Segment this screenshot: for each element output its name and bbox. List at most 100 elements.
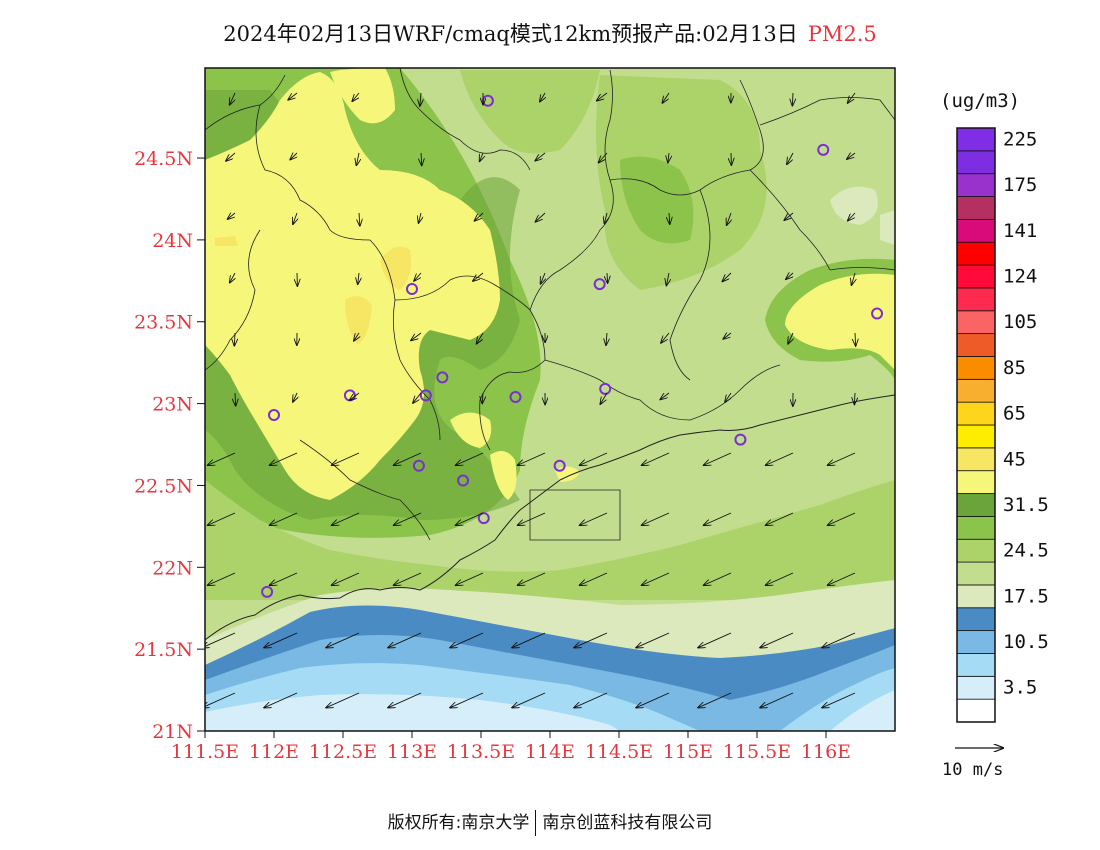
lon-tick-label: 113.5E — [447, 741, 515, 763]
wind-arrow — [411, 332, 422, 341]
wind-arrow — [636, 692, 670, 708]
wind-arrow — [359, 212, 360, 226]
lat-tick-label: 21.5N — [134, 639, 193, 661]
wind-arrow — [600, 392, 608, 404]
wind-arrow — [766, 572, 794, 585]
wind-arrow — [235, 392, 236, 406]
wind-arrow — [358, 272, 359, 284]
station-marker — [871, 307, 884, 320]
wind-arrow — [473, 272, 484, 281]
wind-arrow — [480, 152, 483, 161]
wind-arrow — [854, 392, 855, 404]
wind-arrow — [661, 332, 670, 343]
legend-swatch — [956, 333, 996, 357]
wind-arrow — [723, 333, 732, 339]
station-marker — [261, 585, 274, 598]
legend-label: 3.5 — [1003, 677, 1037, 699]
legend-swatch — [956, 218, 996, 243]
legend-swatch — [956, 653, 996, 677]
wind-arrow — [205, 692, 236, 708]
wind-arrow — [475, 212, 484, 221]
wind-arrow — [482, 392, 483, 403]
lat-tick-label: 21N — [152, 721, 193, 743]
station-marker — [477, 512, 490, 525]
wind-arrow — [792, 92, 793, 106]
station-marker — [457, 474, 470, 487]
legend-swatch — [956, 241, 996, 266]
wind-arrow — [290, 153, 297, 160]
legend-label: 175 — [1003, 174, 1037, 196]
wind-arrow — [822, 692, 856, 708]
lon-tick-label: 114.5E — [585, 741, 653, 763]
pollutant-label: PM2.5 — [807, 22, 877, 46]
concentration-field — [205, 68, 895, 731]
wind-arrow — [642, 572, 670, 585]
copyright-left: 版权所有:南京大学 — [387, 813, 530, 833]
wind-arrow — [535, 152, 546, 161]
wind-arrow — [766, 452, 794, 465]
station-marker — [509, 391, 522, 404]
wind-arrow — [727, 212, 731, 225]
legend-swatch — [956, 515, 996, 540]
lon-tick-label: 112.5E — [309, 741, 377, 763]
legend-swatch — [956, 378, 996, 403]
wind-arrow — [822, 632, 856, 648]
wind-arrow — [704, 572, 732, 585]
wind-arrow — [535, 212, 546, 222]
wind-arrow — [388, 692, 422, 708]
map-title: 2024年02月13日WRF/cmaq模式12km预报产品:02月13日 PM2.… — [0, 18, 1100, 48]
legend-label: 65 — [1003, 403, 1026, 425]
lon-tick-label: 115E — [663, 741, 713, 763]
lat-tick-label: 24.5N — [134, 148, 193, 170]
station-marker — [734, 433, 747, 446]
lon-tick-label: 116E — [801, 741, 851, 763]
wind-arrow — [288, 92, 298, 100]
wind-arrow — [456, 452, 484, 465]
legend-swatch — [956, 630, 996, 654]
latitude-axis: 24.5N 24N 23.5N 23N 22.5N 22N 21.5N 21N — [134, 148, 205, 743]
lon-tick-label: 115.5E — [723, 741, 791, 763]
wind-arrow — [580, 512, 608, 525]
legend-swatch — [956, 470, 996, 494]
legend-label: 31.5 — [1003, 494, 1049, 516]
wind-arrow — [851, 272, 855, 285]
wind-arrow — [388, 632, 422, 648]
wind-arrow — [270, 512, 298, 525]
wind-arrow — [354, 332, 359, 341]
wind-arrow — [698, 632, 732, 648]
lat-tick-label: 22.5N — [134, 475, 193, 497]
wind-arrow — [518, 572, 546, 585]
longitude-axis: 111.5E 112E 112.5E 113E 113.5E 114E 114.5E 115E… — [171, 731, 851, 763]
station-marker — [419, 389, 432, 402]
lat-tick-label: 23.5N — [134, 312, 193, 334]
legend-swatch — [956, 675, 996, 700]
legend-swatch — [956, 401, 996, 426]
wind-arrow — [786, 273, 793, 279]
wind-arrow — [760, 632, 794, 648]
station-marker — [593, 278, 606, 291]
legend-label: 45 — [1003, 448, 1026, 470]
wind-arrow — [456, 512, 484, 525]
station-marker — [412, 459, 425, 472]
wind-arrow — [205, 632, 236, 648]
legend-swatch — [956, 447, 996, 472]
wind-arrow — [326, 692, 360, 708]
wind-arrow — [599, 152, 608, 163]
station-markers — [261, 94, 884, 598]
title-text: 2024年02月13日WRF/cmaq模式12km预报产品:02月13日 — [223, 22, 798, 46]
legend-label: 105 — [1003, 311, 1037, 333]
station-marker — [268, 409, 280, 422]
wind-arrow — [580, 572, 608, 585]
wind-arrow — [597, 92, 608, 101]
copyright-divider — [535, 810, 537, 836]
wind-arrow — [234, 332, 235, 346]
wind-arrow — [208, 452, 236, 465]
legend-swatch — [956, 424, 996, 449]
wind-arrow — [642, 452, 670, 465]
legend-swatch — [956, 607, 996, 632]
wind-arrow — [698, 692, 732, 708]
wind-arrow — [784, 212, 794, 220]
wind-arrow — [847, 153, 856, 159]
wind-vectors — [205, 92, 856, 708]
legend-frame — [956, 127, 996, 723]
